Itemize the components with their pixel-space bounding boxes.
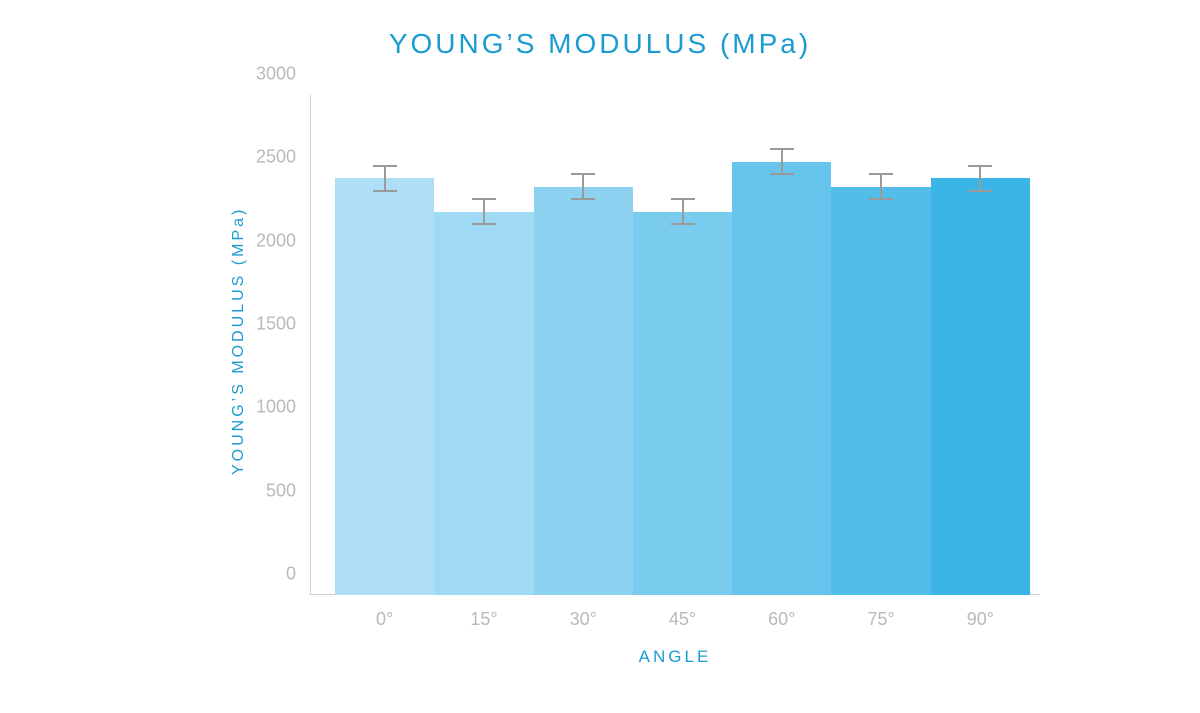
error-bar (373, 165, 397, 192)
x-tick-label: 60° (768, 595, 795, 630)
x-tick-label: 15° (470, 595, 497, 630)
error-bar (968, 165, 992, 192)
x-tick-label: 90° (967, 595, 994, 630)
y-tick-label: 2000 (256, 230, 310, 251)
error-bar (770, 148, 794, 175)
y-tick-label: 1500 (256, 314, 310, 335)
bar (335, 178, 434, 595)
x-tick-label: 75° (867, 595, 894, 630)
bar (534, 187, 633, 595)
bar (434, 212, 533, 595)
y-axis-label: YOUNG’S MODULUS (MPa) (230, 207, 248, 475)
bar (732, 162, 831, 595)
y-tick-label: 3000 (256, 64, 310, 85)
y-axis-line (310, 95, 311, 595)
x-axis-label: ANGLE (310, 647, 1040, 667)
error-bar (472, 198, 496, 225)
error-bar (571, 173, 595, 200)
bar (831, 187, 930, 595)
bar (633, 212, 732, 595)
plot-area: 0500100015002000250030000°15°30°45°60°75… (310, 95, 1040, 595)
bar (931, 178, 1030, 595)
x-tick-label: 45° (669, 595, 696, 630)
x-tick-label: 30° (570, 595, 597, 630)
y-tick-label: 2500 (256, 147, 310, 168)
error-bar (671, 198, 695, 225)
y-tick-label: 500 (266, 480, 310, 501)
youngs-modulus-chart: YOUNG’S MODULUS (MPa) YOUNG’S MODULUS (M… (0, 0, 1200, 713)
error-bar (869, 173, 893, 200)
chart-title: YOUNG’S MODULUS (MPa) (0, 28, 1200, 60)
y-tick-label: 1000 (256, 397, 310, 418)
x-tick-label: 0° (376, 595, 393, 630)
y-tick-label: 0 (286, 564, 310, 585)
